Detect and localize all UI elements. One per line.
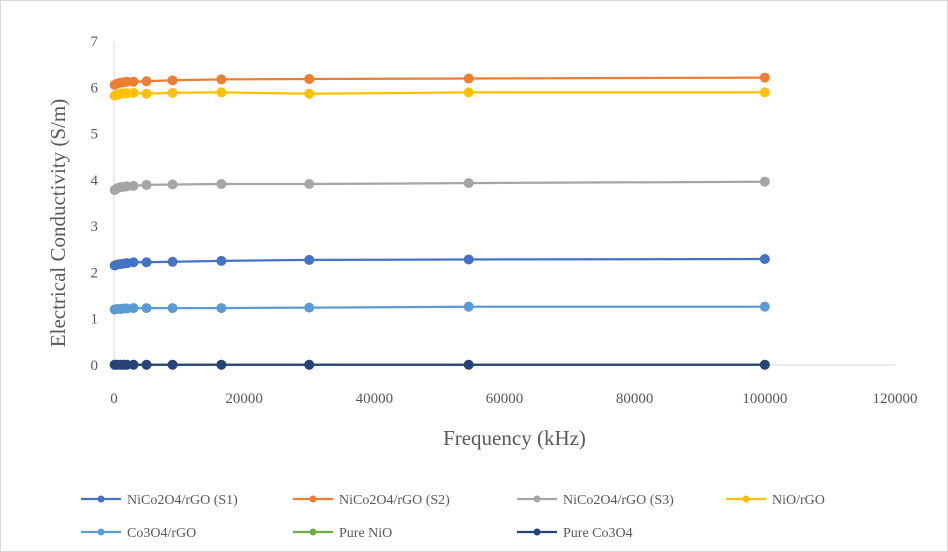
data-point	[141, 76, 152, 87]
x-tick-label: 80000	[616, 391, 654, 407]
data-point	[128, 257, 139, 268]
x-tick-label: 40000	[356, 391, 394, 407]
data-point	[304, 179, 315, 190]
legend-swatch-marker	[533, 528, 541, 536]
y-tick-label: 6	[91, 80, 99, 96]
data-point	[141, 303, 152, 314]
axes-layer: 0 1 2 3 4 5 6 7 0 20000 40000 60000 80000 100000 12000…	[91, 34, 918, 407]
legend-swatch-marker	[742, 495, 750, 503]
data-point	[463, 87, 474, 98]
data-point	[216, 359, 227, 370]
x-tick-label: 120000	[873, 391, 918, 407]
legend-item: NiCo2O4/rGO (S1)	[81, 493, 238, 508]
series-1	[109, 72, 770, 90]
legend: NiCo2O4/rGO (S1) NiCo2O4/rGO (S2) NiCo2O4/…	[81, 493, 825, 541]
data-point	[304, 254, 315, 265]
data-point	[128, 180, 139, 191]
data-point	[141, 179, 152, 190]
data-point	[304, 88, 315, 99]
data-point	[128, 359, 139, 370]
data-point	[141, 359, 152, 370]
legend-label: Co3O4/rGO	[127, 526, 196, 541]
data-point	[128, 87, 139, 98]
data-point	[304, 359, 315, 370]
data-point	[759, 72, 770, 83]
series-0	[109, 254, 770, 271]
data-point	[463, 359, 474, 370]
legend-label: Pure NiO	[339, 526, 392, 541]
series-line	[114, 305, 765, 311]
series-2	[109, 176, 770, 196]
data-point	[759, 359, 770, 370]
data-point	[167, 256, 178, 267]
y-axis-title: Electrical Conductivity (S/m)	[46, 99, 70, 347]
data-point	[463, 301, 474, 312]
series-layer	[109, 72, 770, 370]
legend-label: NiCo2O4/rGO (S2)	[339, 493, 450, 508]
y-tick-label: 7	[91, 34, 99, 50]
y-tick-label: 2	[91, 265, 99, 281]
data-point	[463, 254, 474, 265]
legend-swatch-marker	[97, 495, 105, 503]
y-tick-label: 1	[91, 312, 99, 328]
legend-label: Pure Co3O4	[563, 526, 633, 541]
series-4	[109, 301, 770, 315]
x-tick-label: 100000	[742, 391, 787, 407]
data-point	[216, 303, 227, 314]
legend-item: Co3O4/rGO	[81, 526, 196, 541]
y-tick-label: 0	[91, 358, 99, 374]
series-line	[114, 180, 765, 191]
y-tick-label: 5	[91, 127, 99, 143]
y-tick-label: 4	[91, 173, 99, 189]
data-point	[759, 301, 770, 312]
legend-swatch-marker	[309, 495, 317, 503]
x-tick-label: 0	[110, 391, 118, 407]
data-point	[304, 302, 315, 313]
y-tick-label: 3	[91, 219, 99, 235]
legend-item: NiCo2O4/rGO (S3)	[517, 493, 674, 508]
data-point	[167, 75, 178, 86]
legend-item: Pure NiO	[293, 526, 392, 541]
legend-swatch-marker	[533, 495, 541, 503]
data-point	[304, 73, 315, 84]
data-point	[167, 87, 178, 98]
data-point	[759, 87, 770, 98]
data-point	[759, 176, 770, 187]
data-point	[216, 87, 227, 98]
legend-swatch-marker	[309, 528, 317, 536]
data-point	[167, 179, 178, 190]
legend-label: NiO/rGO	[772, 493, 825, 508]
x-tick-label: 20000	[225, 391, 263, 407]
series-line	[114, 257, 765, 267]
data-point	[141, 257, 152, 268]
series-line	[114, 91, 765, 97]
series-6	[109, 359, 770, 370]
data-point	[141, 88, 152, 99]
data-point	[167, 303, 178, 314]
legend-item: NiCo2O4/rGO (S2)	[293, 493, 450, 508]
data-point	[216, 255, 227, 266]
legend-label: NiCo2O4/rGO (S1)	[127, 493, 238, 508]
data-point	[167, 359, 178, 370]
data-point	[463, 178, 474, 189]
legend-item: Pure Co3O4	[517, 526, 633, 541]
series-line	[114, 76, 765, 86]
x-tick-label: 60000	[486, 391, 524, 407]
series-3	[109, 87, 770, 101]
legend-item: NiO/rGO	[726, 493, 825, 508]
data-point	[759, 254, 770, 265]
x-axis-title: Frequency (kHz)	[443, 426, 586, 450]
legend-swatch-marker	[97, 528, 105, 536]
data-point	[128, 76, 139, 87]
data-point	[216, 179, 227, 190]
data-point	[463, 73, 474, 84]
legend-label: NiCo2O4/rGO (S3)	[563, 493, 674, 508]
data-point	[216, 74, 227, 85]
data-point	[128, 303, 139, 314]
